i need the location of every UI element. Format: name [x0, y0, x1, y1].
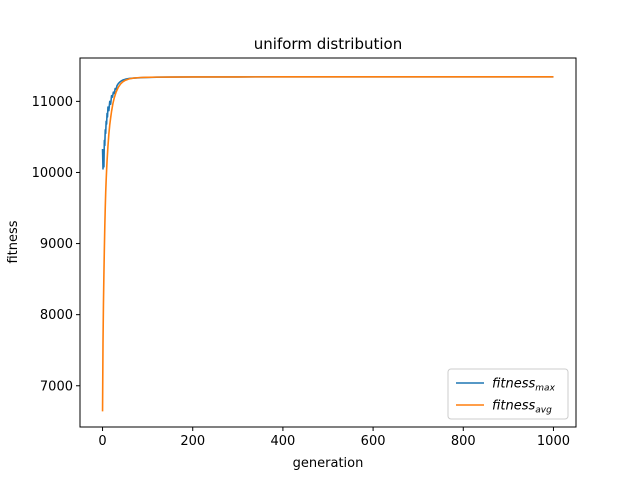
y-tick-label: 8000 — [40, 308, 73, 323]
legend-box — [447, 368, 569, 420]
x-tick-label: 200 — [180, 434, 205, 449]
y-tick-label: 9000 — [40, 237, 73, 252]
y-tick-label: 7000 — [40, 379, 73, 394]
axes-layer: 0 200 400 600 800 1000 7000 8000 9000 10000 11000 — [32, 57, 577, 449]
y-tick-label: 10000 — [32, 166, 73, 181]
x-tick-label: 0 — [98, 434, 106, 449]
series-layer — [101, 76, 554, 412]
legend-label-avg: fitnessavg — [492, 399, 552, 416]
x-tick-label: 400 — [270, 434, 295, 449]
chart-title: uniform distribution — [254, 35, 402, 53]
y-tick-label: 11000 — [32, 95, 73, 110]
legend: fitnessmax fitnessavg — [447, 368, 569, 420]
x-axis-label: generation — [293, 456, 364, 471]
x-tick-label: 800 — [451, 434, 476, 449]
y-axis-label: fitness — [6, 220, 21, 263]
series-line-avg — [101, 76, 554, 412]
plot-frame — [79, 57, 577, 428]
x-tick-label: 1000 — [537, 434, 570, 449]
legend-label-max: fitnessmax — [492, 377, 556, 394]
x-tick-label: 600 — [361, 434, 386, 449]
